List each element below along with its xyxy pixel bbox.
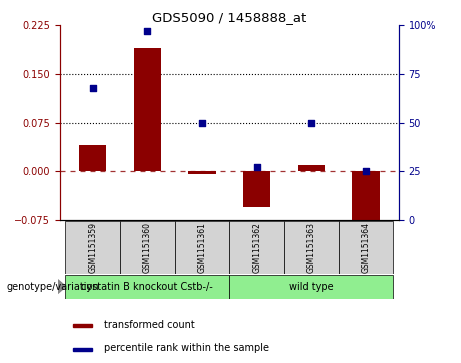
FancyBboxPatch shape bbox=[339, 221, 393, 274]
Text: wild type: wild type bbox=[289, 282, 334, 292]
FancyBboxPatch shape bbox=[284, 221, 339, 274]
FancyBboxPatch shape bbox=[229, 221, 284, 274]
Bar bbox=[352, 171, 380, 228]
FancyBboxPatch shape bbox=[120, 221, 175, 274]
Text: transformed count: transformed count bbox=[104, 320, 195, 330]
Text: GSM1151361: GSM1151361 bbox=[197, 222, 207, 273]
Bar bbox=[73, 348, 92, 351]
Bar bbox=[243, 171, 270, 207]
Bar bbox=[73, 324, 92, 327]
Point bbox=[307, 119, 315, 125]
Bar bbox=[189, 171, 216, 174]
Text: GSM1151359: GSM1151359 bbox=[88, 222, 97, 273]
Point bbox=[362, 168, 370, 174]
Title: GDS5090 / 1458888_at: GDS5090 / 1458888_at bbox=[152, 11, 307, 24]
FancyBboxPatch shape bbox=[229, 275, 393, 299]
Text: GSM1151364: GSM1151364 bbox=[361, 222, 371, 273]
Bar bbox=[298, 164, 325, 171]
FancyBboxPatch shape bbox=[65, 221, 120, 274]
Point bbox=[144, 28, 151, 34]
Point bbox=[198, 119, 206, 125]
Text: GSM1151360: GSM1151360 bbox=[143, 222, 152, 273]
FancyBboxPatch shape bbox=[175, 221, 229, 274]
Text: percentile rank within the sample: percentile rank within the sample bbox=[104, 343, 269, 354]
Text: genotype/variation: genotype/variation bbox=[7, 282, 100, 293]
Bar bbox=[134, 48, 161, 171]
Text: GSM1151363: GSM1151363 bbox=[307, 222, 316, 273]
Polygon shape bbox=[58, 280, 66, 294]
Point bbox=[89, 85, 96, 90]
Point bbox=[253, 164, 260, 170]
Text: GSM1151362: GSM1151362 bbox=[252, 222, 261, 273]
Text: cystatin B knockout Cstb-/-: cystatin B knockout Cstb-/- bbox=[82, 282, 213, 292]
FancyBboxPatch shape bbox=[65, 275, 229, 299]
Bar bbox=[79, 145, 106, 171]
